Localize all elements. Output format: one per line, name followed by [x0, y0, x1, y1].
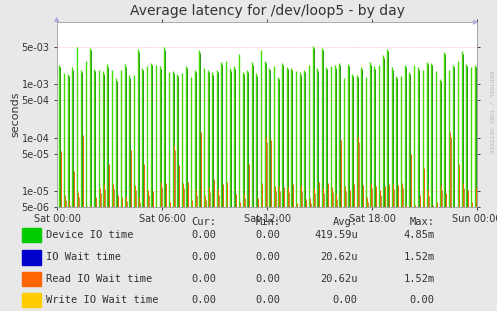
Text: Cur:: Cur:	[191, 217, 216, 227]
Text: 0.00: 0.00	[191, 295, 216, 305]
Text: 419.59u: 419.59u	[314, 230, 358, 240]
Y-axis label: seconds: seconds	[10, 91, 20, 137]
Text: 0.00: 0.00	[410, 295, 435, 305]
Bar	[22, 272, 41, 286]
Title: Average latency for /dev/loop5 - by day: Average latency for /dev/loop5 - by day	[130, 4, 405, 18]
Text: 0.00: 0.00	[191, 274, 216, 284]
Text: Read IO Wait time: Read IO Wait time	[46, 274, 153, 284]
Text: Max:: Max:	[410, 217, 435, 227]
Text: 1.52m: 1.52m	[404, 274, 435, 284]
Text: 1.52m: 1.52m	[404, 253, 435, 262]
Bar	[22, 228, 41, 242]
Text: RRDTOOL / TOBI OETIKER: RRDTOOL / TOBI OETIKER	[489, 71, 494, 153]
Text: 0.00: 0.00	[256, 295, 281, 305]
Text: Avg:: Avg:	[333, 217, 358, 227]
Text: 20.62u: 20.62u	[321, 253, 358, 262]
Bar	[22, 293, 41, 307]
Text: 0.00: 0.00	[191, 230, 216, 240]
Text: 20.62u: 20.62u	[321, 274, 358, 284]
Text: 0.00: 0.00	[333, 295, 358, 305]
Text: 0.00: 0.00	[191, 253, 216, 262]
Text: ▲: ▲	[55, 16, 60, 23]
Text: Min:: Min:	[256, 217, 281, 227]
Bar	[22, 250, 41, 264]
Text: 0.00: 0.00	[256, 230, 281, 240]
Text: Device IO time: Device IO time	[46, 230, 134, 240]
Text: Write IO Wait time: Write IO Wait time	[46, 295, 159, 305]
Text: 0.00: 0.00	[256, 253, 281, 262]
Text: IO Wait time: IO Wait time	[46, 253, 121, 262]
Text: 0.00: 0.00	[256, 274, 281, 284]
Text: ▶: ▶	[474, 19, 479, 25]
Text: 4.85m: 4.85m	[404, 230, 435, 240]
